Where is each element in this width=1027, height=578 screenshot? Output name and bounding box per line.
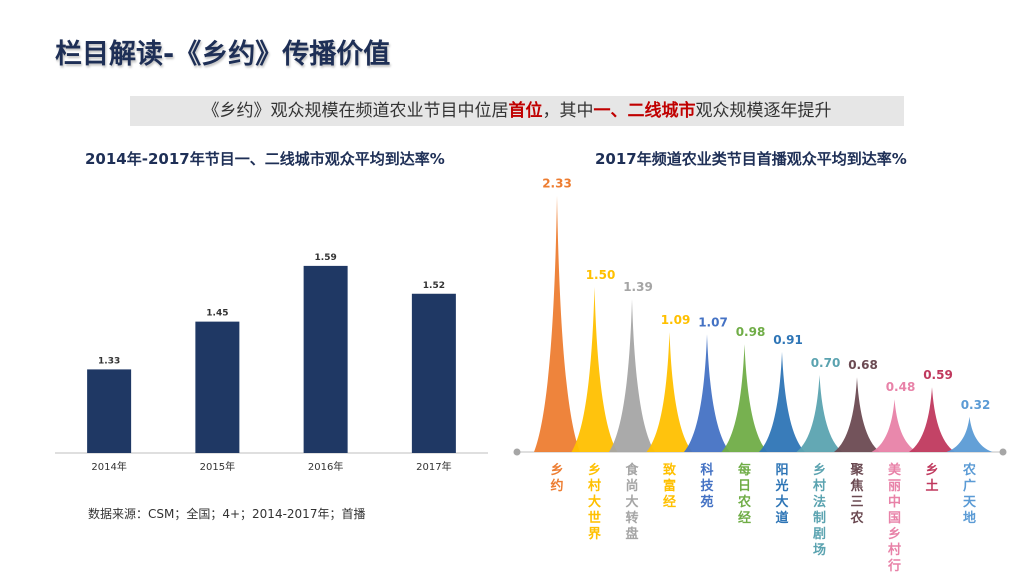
banner-highlight-2: 一、二线城市 xyxy=(593,101,696,121)
program-name-char: 光 xyxy=(774,478,788,494)
peak-value-label: 2.33 xyxy=(542,177,572,191)
program-name-char: 乡 xyxy=(588,462,601,478)
bar-value-label: 1.59 xyxy=(315,253,337,263)
peak-shape xyxy=(721,344,768,452)
x-tick-label: 2017年 xyxy=(416,460,451,473)
program-name-char: 阳 xyxy=(775,463,788,478)
program-name-char: 乡 xyxy=(925,462,938,478)
data-source-note: 数据来源：CSM；全国；4+；2014-2017年；首播 xyxy=(88,507,366,521)
banner-text-3: 观众规模逐年提升 xyxy=(695,101,832,121)
program-name-char: 约 xyxy=(550,478,563,494)
program-name-char: 大 xyxy=(625,494,638,510)
banner-text-2: ，其中 xyxy=(542,101,594,121)
peak-value-label: 0.32 xyxy=(961,398,991,412)
summary-banner: 《乡约》观众规模在频道农业节目中位居首位，其中一、二线城市观众规模逐年提升 xyxy=(130,96,904,126)
bar xyxy=(303,265,348,453)
program-name-char: 广 xyxy=(963,478,976,494)
banner-highlight-1: 首位 xyxy=(508,101,543,121)
program-name-char: 盘 xyxy=(625,526,638,542)
axis-end-dot xyxy=(999,448,1007,456)
program-name-char: 每 xyxy=(738,462,751,478)
left-chart-title: 2014年-2017年节目一、二线城市观众平均到达率% xyxy=(85,150,445,168)
program-name-char: 科 xyxy=(700,462,713,478)
peak-value-label: 1.39 xyxy=(623,280,653,294)
program-name-char: 致 xyxy=(663,462,677,478)
peak-shape xyxy=(796,375,843,452)
program-name-char: 苑 xyxy=(699,494,713,510)
peak-value-label: 0.68 xyxy=(848,358,878,372)
program-name-char: 剧 xyxy=(813,526,826,542)
axis-start-dot xyxy=(513,448,521,456)
peak-value-label: 1.50 xyxy=(586,268,616,282)
program-name-char: 村 xyxy=(888,542,901,558)
x-tick-label: 2016年 xyxy=(308,460,343,473)
program-name-char: 道 xyxy=(775,510,788,526)
program-name-char: 土 xyxy=(925,478,938,494)
peak-value-label: 0.98 xyxy=(736,325,766,339)
program-name-char: 场 xyxy=(813,543,826,558)
program-name-char: 经 xyxy=(738,510,751,526)
bar xyxy=(195,321,240,453)
peak-shape xyxy=(684,334,730,452)
peak-value-label: 0.59 xyxy=(923,368,953,382)
program-name-char: 食 xyxy=(625,462,639,478)
peak-shape xyxy=(909,387,955,452)
program-name-char: 村 xyxy=(588,478,601,494)
program-name-char: 大 xyxy=(775,494,788,510)
program-name-char: 制 xyxy=(813,510,826,526)
program-name-char: 村 xyxy=(813,478,826,494)
program-name-char: 国 xyxy=(888,511,901,526)
program-name-char: 乡 xyxy=(813,462,826,478)
program-name-char: 法 xyxy=(813,494,826,510)
peak-value-label: 1.07 xyxy=(698,315,728,329)
peak-shape xyxy=(571,287,618,452)
bar-value-label: 1.52 xyxy=(423,281,445,291)
bar xyxy=(87,369,132,453)
bar xyxy=(411,293,456,453)
peak-value-label: 0.70 xyxy=(811,356,841,370)
bar-value-label: 1.33 xyxy=(98,356,120,366)
peak-value-label: 0.91 xyxy=(773,333,803,347)
peak-shape xyxy=(646,332,693,452)
program-name-char: 尚 xyxy=(625,478,638,494)
program-name-char: 地 xyxy=(963,510,976,526)
program-name-char: 乡 xyxy=(550,462,563,478)
program-name-char: 日 xyxy=(738,479,751,494)
program-name-char: 经 xyxy=(663,494,676,510)
bar-value-label: 1.45 xyxy=(206,309,228,319)
program-name-char: 界 xyxy=(588,526,601,542)
peak-shape xyxy=(834,377,880,452)
peak-shape xyxy=(946,416,993,452)
program-name-char: 富 xyxy=(663,478,676,494)
x-tick-label: 2014年 xyxy=(91,460,126,473)
program-name-char: 丽 xyxy=(888,479,901,494)
program-name-char: 中 xyxy=(888,494,901,510)
program-name-char: 美 xyxy=(888,462,902,478)
peak-shape xyxy=(609,299,655,452)
program-name-char: 天 xyxy=(963,495,977,510)
program-name-char: 农 xyxy=(737,494,751,510)
peak-shape xyxy=(759,351,805,452)
program-name-char: 技 xyxy=(700,478,714,494)
program-name-char: 行 xyxy=(887,558,901,574)
peak-value-label: 0.48 xyxy=(886,380,916,394)
program-name-char: 转 xyxy=(625,510,638,526)
right-chart-title: 2017年频道农业类节目首播观众平均到达率% xyxy=(595,150,907,168)
peak-shape xyxy=(534,195,580,452)
page-title: 栏目解读-《乡约》传播价值 xyxy=(55,39,391,70)
program-name-char: 聚 xyxy=(849,463,864,478)
peak-value-label: 1.09 xyxy=(661,313,691,327)
banner-text-1: 《乡约》观众规模在频道农业节目中位居 xyxy=(202,101,509,121)
program-name-char: 大 xyxy=(588,494,601,510)
program-name-char: 农 xyxy=(962,462,976,478)
program-name-char: 农 xyxy=(849,510,863,526)
program-name-char: 世 xyxy=(588,510,601,526)
program-name-char: 乡 xyxy=(888,526,901,542)
x-tick-label: 2015年 xyxy=(200,460,235,473)
peak-shape xyxy=(871,399,918,452)
program-name-char: 焦 xyxy=(849,478,863,494)
program-name-char: 三 xyxy=(850,495,863,510)
